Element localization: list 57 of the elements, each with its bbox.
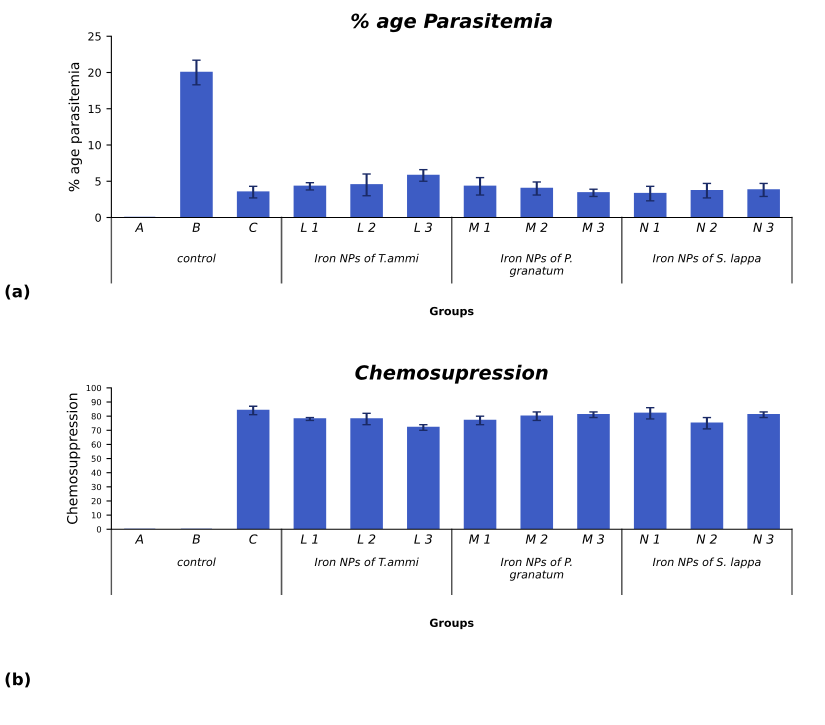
x-tick-label: N 3 xyxy=(753,222,774,232)
y-axis-title: Chemosuppression xyxy=(66,394,80,524)
x-tick-label: N 1 xyxy=(640,534,659,544)
y-tick-label: 50 xyxy=(92,456,102,462)
y-tick-label: 100 xyxy=(86,384,102,392)
y-tick-label: 90 xyxy=(92,398,102,406)
y-axis-title: % age parasitemia xyxy=(68,62,82,192)
x-tick-label: A xyxy=(134,222,144,232)
chart-title: % age Parasitemia xyxy=(351,13,552,32)
y-tick-label: 0 xyxy=(95,213,101,222)
y-tick-label: 70 xyxy=(92,427,102,434)
chart-title: Chemosupression xyxy=(355,364,548,384)
y-tick-label: 10 xyxy=(88,140,101,150)
text: Iron NPs of S. lappa xyxy=(652,558,761,568)
text: Iron NPs of T.ammi xyxy=(314,254,419,262)
x-tick-label: N 3 xyxy=(753,534,774,544)
x-tick-label: L 2 xyxy=(358,534,376,544)
x-tick-label: B xyxy=(192,222,200,232)
x-tick-label: L 3 xyxy=(414,534,432,544)
y-tick-label: 60 xyxy=(92,441,102,448)
y-tick-label: 10 xyxy=(92,512,102,518)
y-tick-label: 30 xyxy=(92,484,102,490)
text: Iron NPs of S. lappa xyxy=(652,254,761,265)
y-tick-label: 15 xyxy=(88,104,101,114)
y-tick-label: 80 xyxy=(92,413,102,420)
text: Iron NPs of P. granatum xyxy=(500,558,572,581)
x-tick-label: L 1 xyxy=(300,534,318,544)
x-axis-title: Groups xyxy=(430,306,474,318)
x-tick-label: M 2 xyxy=(526,534,548,544)
x-tick-label: C xyxy=(249,222,258,232)
text: (a) xyxy=(6,284,30,300)
x-tick-label: L 2 xyxy=(358,222,376,232)
text: control xyxy=(178,558,216,566)
x-tick-label: N 1 xyxy=(640,222,659,232)
x-tick-label: A xyxy=(134,534,144,544)
text: (b) xyxy=(6,672,30,688)
x-tick-label: C xyxy=(249,534,258,544)
x-axis-title: Groups xyxy=(430,618,474,630)
text: control xyxy=(178,254,216,262)
y-tick-label: 20 xyxy=(92,498,102,504)
x-tick-label: M 2 xyxy=(526,222,548,232)
x-tick-label: M 1 xyxy=(469,534,490,544)
y-tick-label: 20 xyxy=(88,68,101,77)
y-tick-label: 5 xyxy=(95,177,101,186)
y-tick-label: 25 xyxy=(88,32,101,41)
y-tick-label: 40 xyxy=(91,470,102,476)
x-tick-label: B xyxy=(192,534,200,544)
x-tick-label: L 3 xyxy=(414,222,432,232)
x-tick-label: M 3 xyxy=(582,534,604,544)
x-tick-label: L 1 xyxy=(300,222,318,232)
x-tick-label: N 2 xyxy=(696,534,717,544)
x-tick-label: M 1 xyxy=(469,222,490,232)
x-tick-label: N 2 xyxy=(696,222,717,232)
text: Iron NPs of P. granatum xyxy=(500,254,572,277)
x-tick-label: M 3 xyxy=(582,222,604,232)
text: Iron NPs of T.ammi xyxy=(314,558,419,566)
y-tick-label: 0 xyxy=(96,526,102,533)
